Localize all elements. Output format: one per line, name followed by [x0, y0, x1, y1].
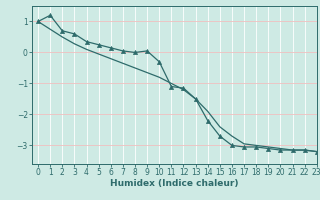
X-axis label: Humidex (Indice chaleur): Humidex (Indice chaleur) — [110, 179, 239, 188]
